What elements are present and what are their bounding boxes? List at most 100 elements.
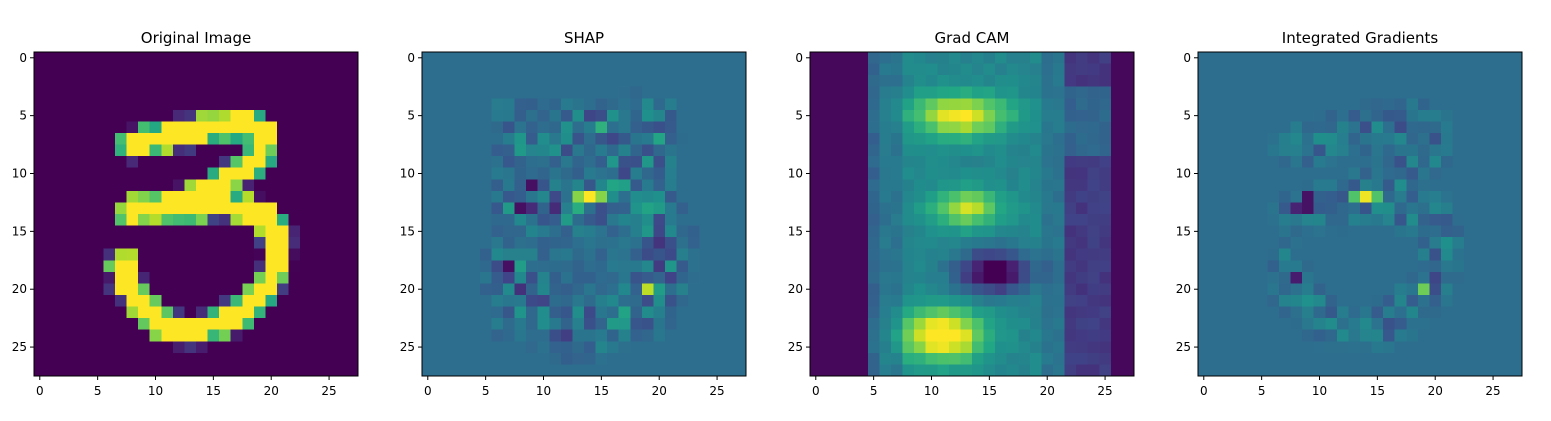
heatmap-cell [196, 86, 208, 99]
heatmap-cell [1441, 190, 1453, 203]
heatmap-cell [311, 214, 324, 226]
heatmap-cell [1475, 306, 1488, 319]
heatmap-cell [699, 190, 712, 203]
heatmap-cell [445, 63, 458, 76]
heatmap-cell [902, 190, 915, 203]
heatmap-cell [1232, 63, 1245, 76]
heatmap-cell [618, 86, 631, 99]
heatmap-cell [468, 133, 481, 145]
heatmap-cell [653, 121, 666, 134]
heatmap-cell [172, 225, 185, 238]
heatmap-cell [161, 352, 174, 365]
heatmap-cell [34, 329, 46, 342]
heatmap-cell [479, 156, 492, 169]
heatmap-cell [833, 329, 846, 342]
heatmap-cell [161, 86, 174, 99]
heatmap-cell [856, 75, 869, 88]
heatmap-cell [1232, 283, 1245, 296]
heatmap-cell [902, 271, 915, 284]
heatmap-cell [595, 364, 608, 377]
heatmap-cell [1221, 52, 1234, 64]
heatmap-cell [242, 179, 255, 192]
heatmap-cell [433, 190, 446, 203]
heatmap-cell [1360, 133, 1372, 145]
heatmap-cell [1510, 190, 1523, 203]
heatmap-cell [491, 52, 504, 64]
heatmap-cell [711, 98, 724, 111]
heatmap-cell [844, 98, 857, 111]
heatmap-cell [844, 225, 857, 238]
heatmap-cell [595, 214, 608, 226]
heatmap-cell [641, 109, 654, 122]
heatmap-cell [902, 156, 915, 169]
heatmap-cell [445, 144, 458, 157]
heatmap-cell [711, 341, 724, 354]
heatmap-cell [1406, 271, 1419, 284]
heatmap-cell [995, 237, 1008, 250]
heatmap-cell [1325, 341, 1338, 354]
heatmap-cell [514, 156, 527, 169]
heatmap-cell [925, 167, 938, 180]
heatmap-cell [925, 248, 938, 261]
heatmap-cell [253, 318, 266, 331]
heatmap-cell [537, 329, 550, 342]
heatmap-cell [80, 179, 93, 192]
heatmap-cell [1487, 225, 1500, 238]
heatmap-cell [503, 52, 515, 64]
heatmap-cell [891, 144, 903, 157]
heatmap-cell [433, 63, 446, 76]
heatmap-cell [1244, 179, 1257, 192]
heatmap-cell [891, 248, 903, 261]
heatmap-cell [1267, 63, 1280, 76]
heatmap-cell [914, 225, 927, 238]
heatmap-cell [514, 329, 527, 342]
heatmap-cell [972, 179, 984, 192]
heatmap-cell [1383, 156, 1396, 169]
y-tick-label: 10 [12, 167, 27, 181]
heatmap-cell [618, 352, 631, 365]
heatmap-cell [91, 52, 104, 64]
heatmap-cell [937, 86, 950, 99]
heatmap-cell [1487, 341, 1500, 354]
heatmap-cell [1417, 225, 1430, 238]
heatmap-cell [1232, 86, 1245, 99]
heatmap-cell [891, 75, 903, 88]
heatmap-cell [1064, 109, 1077, 122]
heatmap-cell [1464, 214, 1477, 226]
heatmap-cell [456, 156, 469, 169]
heatmap-cell [960, 109, 973, 122]
heatmap-cell [491, 144, 504, 157]
heatmap-cell [45, 364, 58, 377]
heatmap-cell [68, 202, 81, 215]
heatmap-cell [277, 133, 289, 145]
heatmap-cell [1429, 144, 1442, 157]
heatmap-cell [572, 98, 585, 111]
heatmap-cell [468, 167, 481, 180]
heatmap-cell [1110, 190, 1123, 203]
heatmap-cell [138, 109, 151, 122]
heatmap-cell [734, 352, 747, 365]
heatmap-cell [422, 271, 434, 284]
heatmap-cell [618, 144, 631, 157]
heatmap-cell [514, 121, 527, 134]
heatmap-cell [937, 318, 950, 331]
heatmap-cell [711, 133, 724, 145]
heatmap-cell [45, 225, 58, 238]
heatmap-cell [821, 52, 834, 64]
heatmap-cell [902, 352, 915, 365]
x-tick-label: 25 [1097, 384, 1112, 398]
heatmap-cell [925, 237, 938, 250]
heatmap-cell [810, 179, 822, 192]
heatmap-cell [1279, 144, 1291, 157]
heatmap-cell [334, 341, 347, 354]
heatmap-cell [867, 364, 880, 377]
heatmap-cell [1122, 144, 1135, 157]
heatmap-cell [856, 329, 869, 342]
heatmap-cell [34, 295, 46, 307]
heatmap-cell [1441, 167, 1453, 180]
heatmap-cell [641, 86, 654, 99]
heatmap-cell [1360, 109, 1372, 122]
heatmap-cell [1313, 260, 1326, 273]
heatmap-cell [1487, 179, 1500, 192]
heatmap-cell [1076, 364, 1089, 377]
